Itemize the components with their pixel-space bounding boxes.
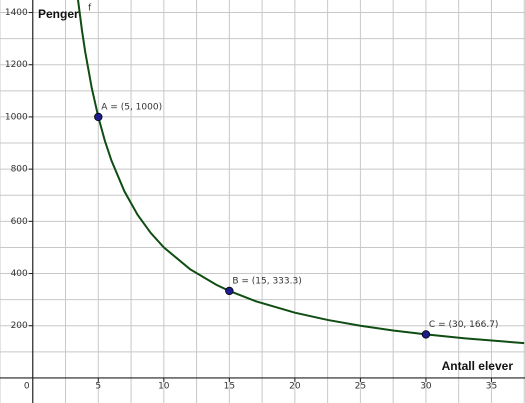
y-tick-label: 1200 <box>5 60 28 70</box>
point-label: C = (30, 166.7) <box>429 320 499 330</box>
x-tick-label: 20 <box>289 381 301 391</box>
x-tick-label: 5 <box>95 381 101 391</box>
y-tick-label: 600 <box>11 217 28 227</box>
x-tick-label: 10 <box>158 381 170 391</box>
curve <box>77 0 525 345</box>
y-tick-label: 1400 <box>5 8 28 18</box>
curve-label: f <box>88 4 92 14</box>
point <box>225 286 234 296</box>
point-label: A = (5, 1000) <box>101 102 162 112</box>
point <box>421 330 431 339</box>
y-tick-label: 200 <box>11 321 28 331</box>
y-tick-label: 800 <box>11 165 28 175</box>
point <box>94 112 103 122</box>
x-tick-label: 25 <box>355 381 366 391</box>
y-tick-label: 1000 <box>5 112 28 122</box>
y-tick-label: 400 <box>11 269 28 279</box>
x-axis-label: Antall elever <box>442 359 514 373</box>
point-label: B = (15, 333.3) <box>232 276 301 286</box>
x-tick-label: 30 <box>420 381 432 391</box>
x-tick-label: 35 <box>486 381 497 391</box>
x-tick-label: 0 <box>24 381 30 391</box>
x-tick-label: 15 <box>224 381 235 391</box>
y-axis-label: Penger <box>38 7 79 21</box>
